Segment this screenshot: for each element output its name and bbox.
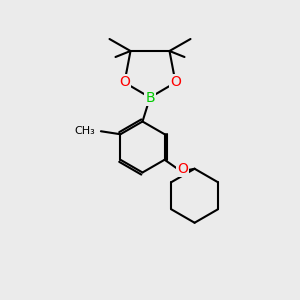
Text: O: O [119,76,130,89]
Text: CH₃: CH₃ [74,126,95,136]
Text: O: O [177,162,188,176]
Text: O: O [170,76,181,89]
Text: B: B [145,91,155,104]
